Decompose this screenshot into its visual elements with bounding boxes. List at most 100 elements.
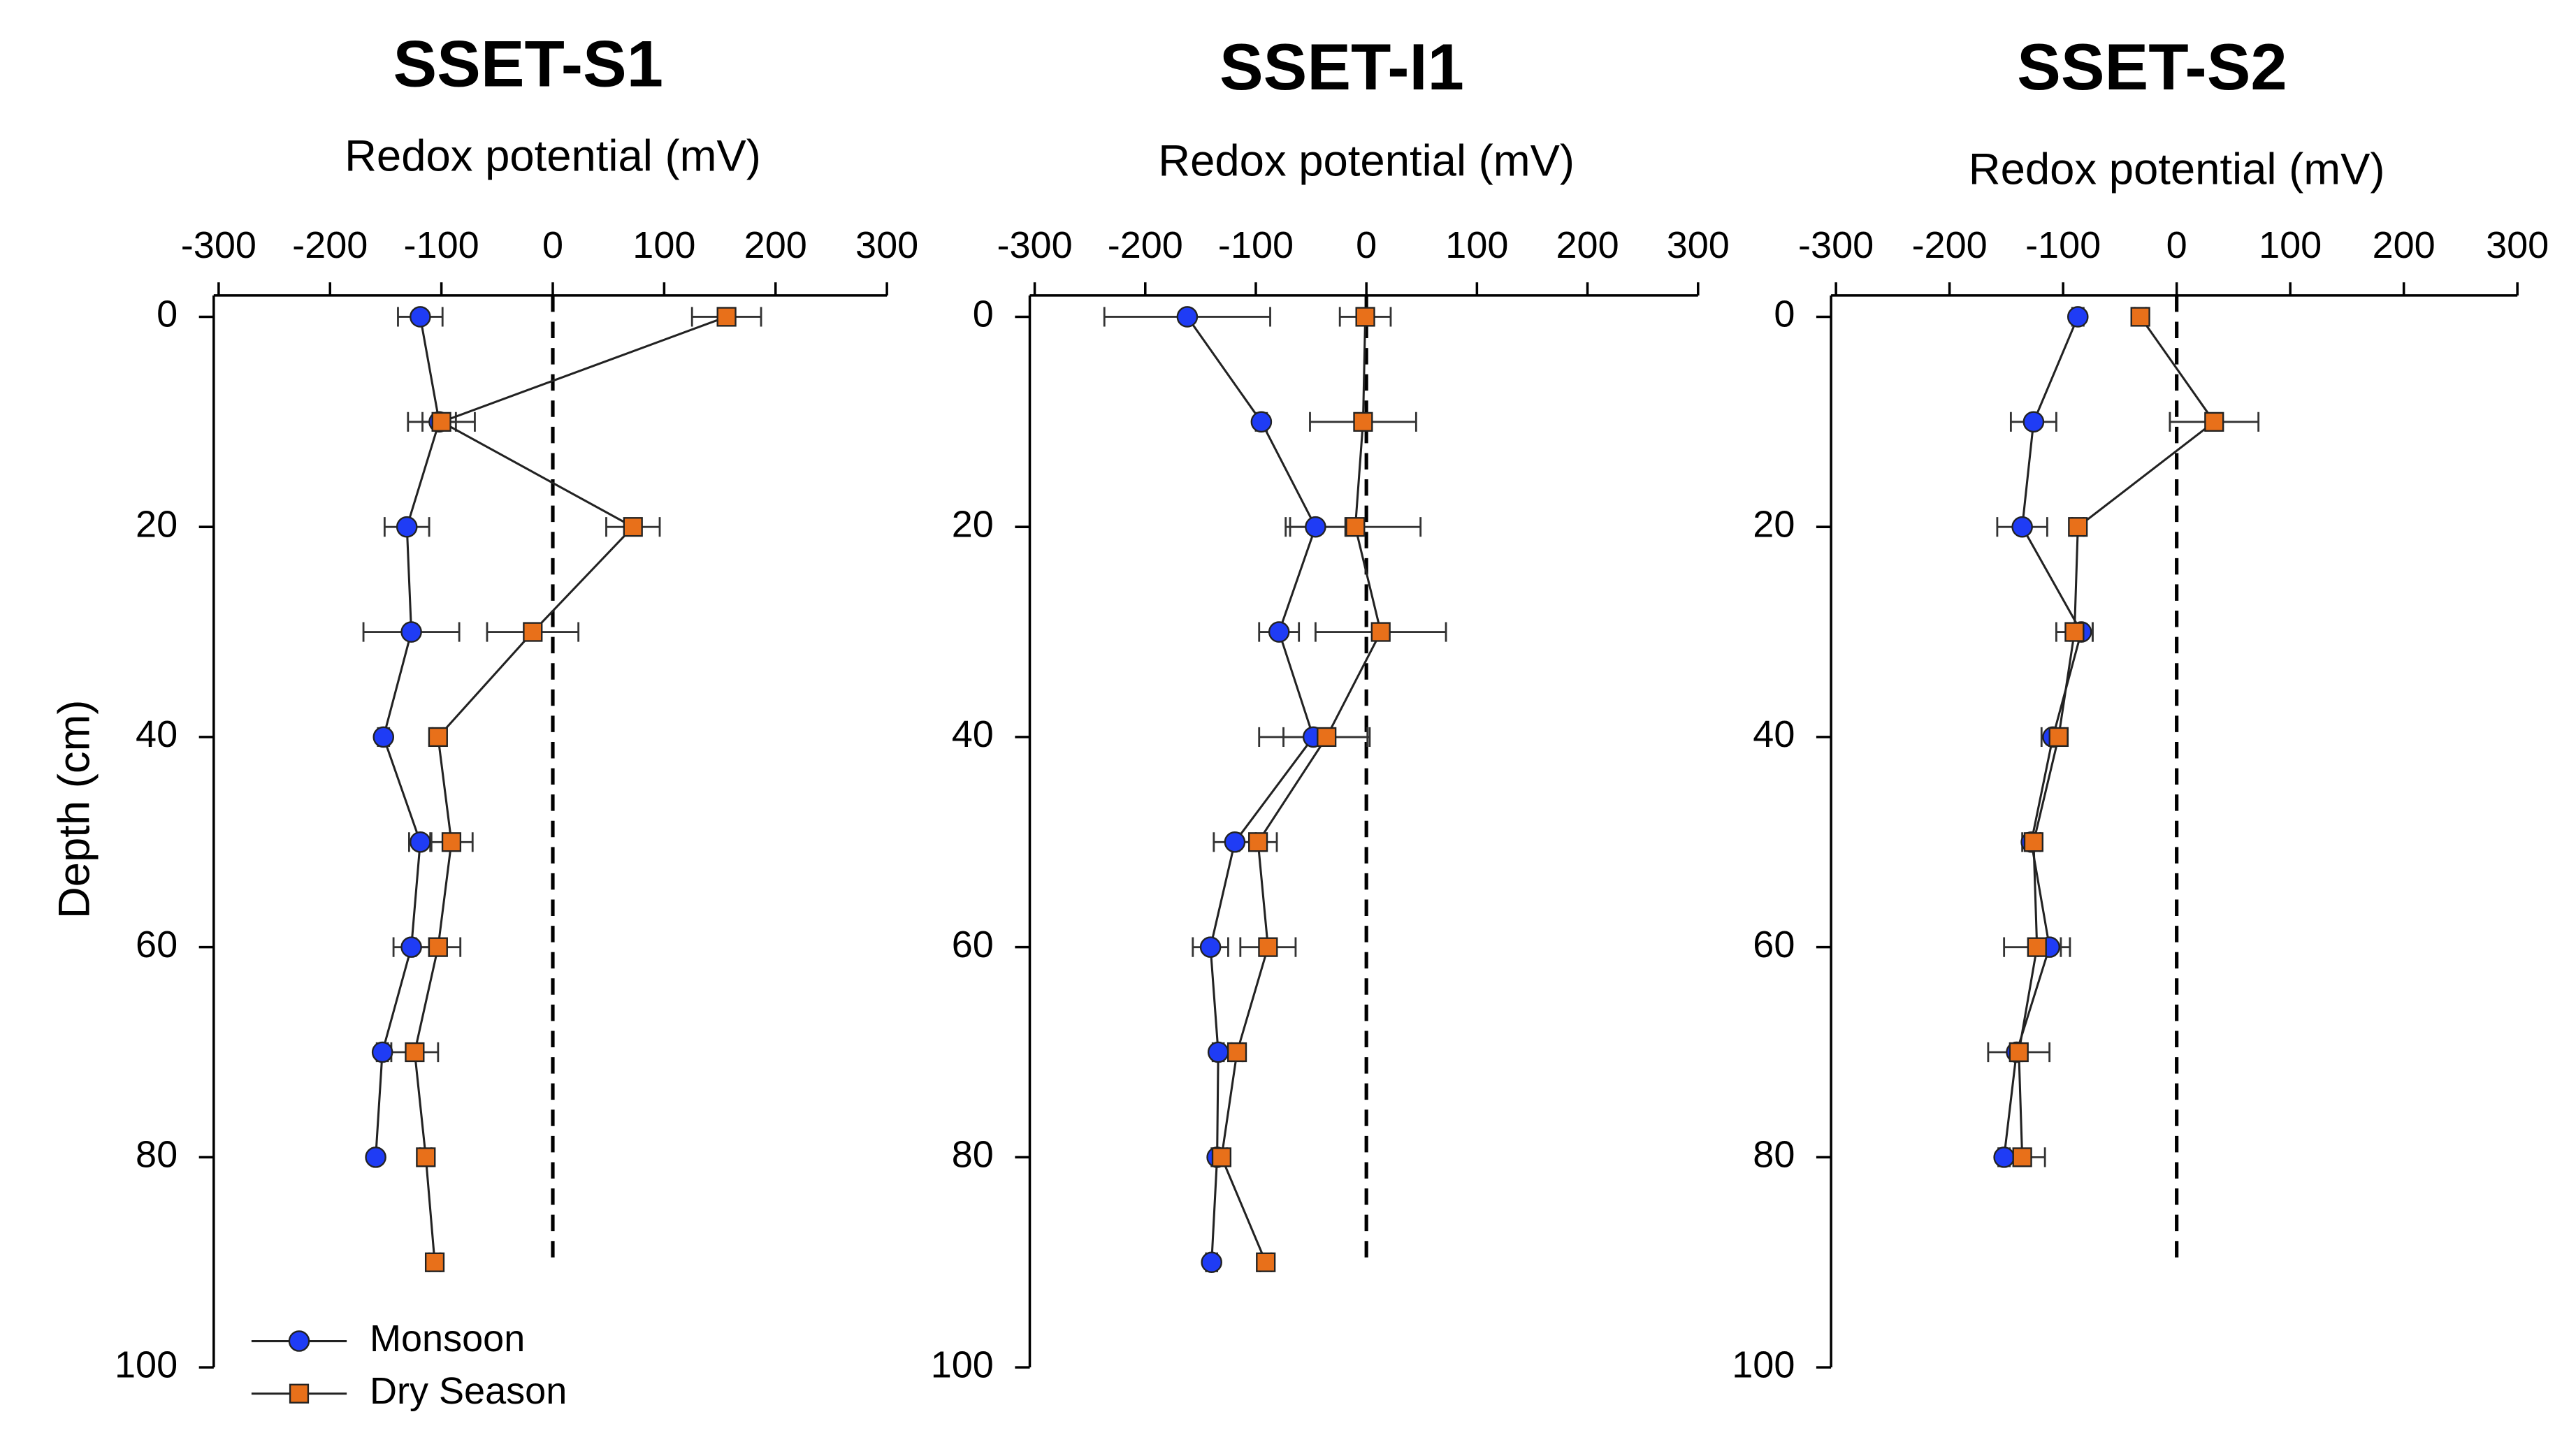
data-point — [2012, 1147, 2032, 1167]
data-point — [405, 1042, 425, 1063]
y-tick-label: 100 — [115, 1344, 178, 1385]
data-point — [1268, 621, 1290, 643]
data-point — [428, 937, 448, 957]
y-tick-label: 80 — [952, 1134, 994, 1176]
data-point — [2022, 411, 2045, 433]
data-point — [1258, 937, 1278, 957]
data-point — [2130, 307, 2150, 327]
y-tick-label: 20 — [952, 503, 994, 545]
x-tick-label: 300 — [855, 224, 918, 266]
x-tick-label: -100 — [2025, 224, 2101, 266]
y-tick-label: 20 — [136, 503, 178, 545]
data-point — [428, 727, 448, 748]
data-point — [1176, 306, 1199, 328]
data-point — [441, 832, 462, 852]
data-point — [1355, 307, 1375, 327]
series-line — [1186, 316, 1317, 1262]
data-point — [1305, 516, 1326, 538]
x-tick-label: -300 — [997, 224, 1073, 266]
data-point — [2009, 1042, 2029, 1063]
series-line — [413, 316, 728, 1262]
x-tick-label: -300 — [181, 224, 256, 266]
y-tick-label: 100 — [1732, 1344, 1795, 1385]
y-tick-label: 100 — [931, 1344, 994, 1385]
y-tick-label: 80 — [1753, 1134, 1795, 1176]
y-tick-label: 40 — [136, 713, 178, 755]
x-tick-label: -200 — [292, 224, 368, 266]
legend-marker — [289, 1383, 310, 1404]
data-point — [431, 412, 451, 432]
y-tick-label: 60 — [952, 924, 994, 966]
chart-title: SSET-S1 — [393, 27, 663, 101]
x-tick-label: -200 — [1912, 224, 1988, 266]
data-point — [400, 621, 422, 643]
data-point — [1256, 1252, 1276, 1272]
data-point — [2067, 306, 2089, 328]
y-tick-label: 20 — [1753, 503, 1795, 545]
x-tick-label: 200 — [2373, 224, 2436, 266]
x-axis-label: Redox potential (mV) — [1158, 137, 1575, 186]
x-tick-label: 0 — [542, 224, 563, 266]
data-point — [2023, 832, 2043, 852]
data-point — [1199, 936, 1222, 958]
data-point — [400, 936, 422, 958]
x-tick-label: 300 — [2486, 224, 2549, 266]
y-axis-label: Depth (cm) — [50, 699, 99, 919]
data-point — [410, 306, 431, 328]
data-point — [623, 517, 643, 537]
data-point — [416, 1147, 436, 1167]
data-point — [2064, 622, 2085, 642]
data-point — [1250, 411, 1273, 433]
data-point — [2011, 516, 2033, 538]
y-tick-label: 0 — [157, 293, 178, 335]
data-point — [424, 1252, 445, 1272]
chart-title: SSET-S2 — [2017, 30, 2287, 103]
data-point — [1248, 832, 1268, 852]
data-point — [371, 1041, 393, 1063]
data-point — [2068, 517, 2088, 537]
x-tick-label: -200 — [1108, 224, 1183, 266]
data-point — [1201, 1251, 1222, 1274]
y-tick-label: 60 — [136, 924, 178, 966]
data-point — [523, 622, 543, 642]
legend-marker — [288, 1330, 310, 1352]
data-point — [372, 726, 395, 748]
legend-label: Monsoon — [370, 1318, 525, 1360]
x-axis-label: Redox potential (mV) — [1969, 145, 2385, 194]
x-tick-label: 0 — [2166, 224, 2187, 266]
data-point — [365, 1146, 386, 1168]
data-point — [2048, 727, 2069, 748]
y-tick-label: 40 — [952, 713, 994, 755]
x-tick-label: 0 — [1356, 224, 1377, 266]
x-axis-label: Redox potential (mV) — [345, 132, 761, 181]
x-tick-label: -100 — [1218, 224, 1294, 266]
x-tick-label: -300 — [1798, 224, 1874, 266]
x-tick-label: 200 — [744, 224, 807, 266]
y-tick-label: 60 — [1753, 924, 1795, 966]
data-point — [1207, 1041, 1229, 1063]
data-point — [396, 516, 418, 538]
data-point — [2204, 412, 2224, 432]
data-point — [1993, 1146, 2015, 1168]
y-tick-label: 0 — [973, 293, 994, 335]
chart-title: SSET-I1 — [1220, 30, 1464, 103]
x-tick-label: 300 — [1667, 224, 1730, 266]
data-point — [1317, 727, 1337, 748]
data-point — [1224, 831, 1246, 853]
x-tick-label: 100 — [632, 224, 695, 266]
data-point — [1211, 1147, 1232, 1167]
x-tick-label: 100 — [1445, 224, 1508, 266]
x-tick-label: 200 — [1556, 224, 1619, 266]
data-point — [2027, 937, 2047, 957]
data-point — [716, 307, 737, 327]
legend-label: Dry Season — [370, 1370, 567, 1412]
data-point — [1345, 517, 1366, 537]
x-tick-label: 100 — [2259, 224, 2322, 266]
data-point — [1226, 1042, 1247, 1063]
y-tick-label: 80 — [136, 1134, 178, 1176]
y-tick-label: 0 — [1774, 293, 1795, 335]
y-tick-label: 40 — [1753, 713, 1795, 755]
data-point — [1370, 622, 1391, 642]
data-point — [1353, 412, 1373, 432]
